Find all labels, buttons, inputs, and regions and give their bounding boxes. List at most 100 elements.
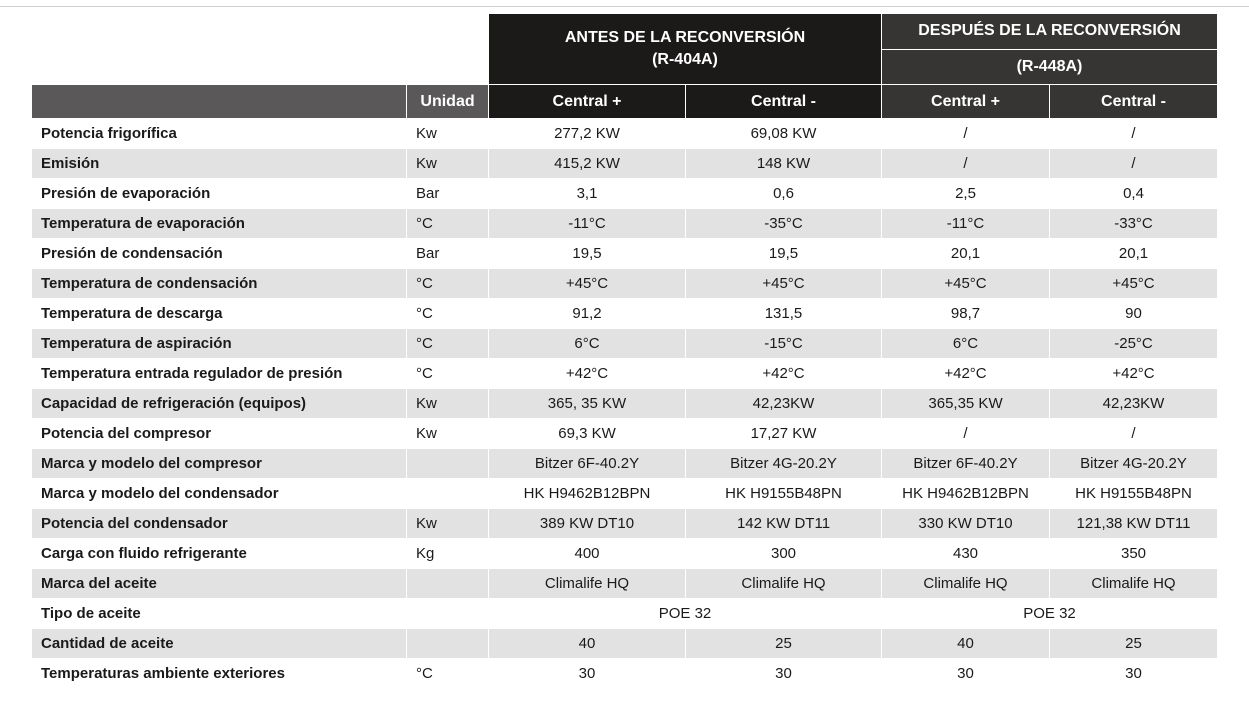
row-value: +45°C (1049, 268, 1218, 299)
table-row: Marca del aceite Climalife HQ Climalife HQ… (31, 568, 1218, 599)
row-value-merged: POE 32 (881, 598, 1218, 629)
row-value: 142 KW DT11 (685, 508, 882, 539)
row-value: -33°C (1049, 208, 1218, 239)
row-unit: Kw (406, 508, 489, 539)
row-unit: °C (406, 208, 489, 239)
table-row: Temperaturas ambiente exteriores °C 30 30 30… (31, 658, 1218, 689)
row-label: Potencia del condensador (31, 508, 407, 539)
table-row: Potencia del condensador Kw 389 KW DT10 142… (31, 508, 1218, 539)
row-value: +42°C (685, 358, 882, 389)
row-value: Climalife HQ (488, 568, 686, 599)
row-value: / (881, 148, 1050, 179)
row-unit: Bar (406, 238, 489, 269)
top-divider (0, 6, 1249, 7)
row-value: +42°C (1049, 358, 1218, 389)
header-after-refrigerant: (R-448A) (881, 48, 1218, 85)
row-value: 42,23KW (1049, 388, 1218, 419)
row-label: Emisión (31, 148, 407, 179)
row-label: Cantidad de aceite (31, 628, 407, 659)
row-value: 430 (881, 538, 1050, 569)
header-label-cell (31, 84, 407, 119)
header-before: ANTES DE LA RECONVERSIÓN (R-404A) (488, 13, 882, 85)
row-unit: Kw (406, 388, 489, 419)
table-row: Emisión Kw 415,2 KW 148 KW / / (31, 148, 1218, 179)
row-label: Temperatura de descarga (31, 298, 407, 329)
header-col-before-plus: Central + (488, 84, 686, 119)
row-unit: Kg (406, 538, 489, 569)
table-row: Potencia del compresor Kw 69,3 KW 17,27 KW /… (31, 418, 1218, 449)
header-after-title: DESPUÉS DE LA RECONVERSIÓN (881, 13, 1218, 50)
row-value: 0,4 (1049, 178, 1218, 209)
row-value: Climalife HQ (685, 568, 882, 599)
row-value: 90 (1049, 298, 1218, 329)
header-col-before-minus: Central - (685, 84, 882, 119)
row-label: Temperatura de condensación (31, 268, 407, 299)
row-label: Carga con fluido refrigerante (31, 538, 407, 569)
header-blank (31, 13, 489, 85)
row-value: 40 (488, 628, 686, 659)
row-value: Bitzer 6F-40.2Y (488, 448, 686, 479)
row-unit: Kw (406, 418, 489, 449)
row-label: Marca y modelo del compresor (31, 448, 407, 479)
row-value: 365,35 KW (881, 388, 1050, 419)
row-value: 30 (488, 658, 686, 689)
row-value: / (1049, 118, 1218, 149)
row-value: -15°C (685, 328, 882, 359)
table-row: Cantidad de aceite 40 25 40 25 (31, 628, 1218, 659)
row-value: 148 KW (685, 148, 882, 179)
row-value-merged: POE 32 (488, 598, 882, 629)
row-unit: °C (406, 328, 489, 359)
row-value: +45°C (881, 268, 1050, 299)
row-value: 20,1 (1049, 238, 1218, 269)
table-row: Temperatura de descarga °C 91,2 131,5 98,7 90 (31, 298, 1218, 329)
row-value: 131,5 (685, 298, 882, 329)
table-row: Carga con fluido refrigerante Kg 400 300 430… (31, 538, 1218, 569)
table-row: Presión de condensación Bar 19,5 19,5 20,1 20… (31, 238, 1218, 269)
row-value: 6°C (488, 328, 686, 359)
row-value: -35°C (685, 208, 882, 239)
row-value: 30 (881, 658, 1050, 689)
row-value: +45°C (488, 268, 686, 299)
row-label: Tipo de aceite (31, 598, 407, 629)
row-unit (406, 448, 489, 479)
row-unit: Bar (406, 178, 489, 209)
row-value: HK H9155B48PN (685, 478, 882, 509)
row-value: HK H9462B12BPN (881, 478, 1050, 509)
row-value: +45°C (685, 268, 882, 299)
row-value: Climalife HQ (1049, 568, 1218, 599)
row-label: Temperatura entrada regulador de presión (31, 358, 407, 389)
row-label: Presión de condensación (31, 238, 407, 269)
table-row: Marca y modelo del compresor Bitzer 6F-40… (31, 448, 1218, 479)
row-value: 300 (685, 538, 882, 569)
row-value: 121,38 KW DT11 (1049, 508, 1218, 539)
row-value: 330 KW DT10 (881, 508, 1050, 539)
row-value: 0,6 (685, 178, 882, 209)
table-row: Capacidad de refrigeración (equipos) Kw 36… (31, 388, 1218, 419)
row-value: 91,2 (488, 298, 686, 329)
row-value: 389 KW DT10 (488, 508, 686, 539)
row-value: 25 (1049, 628, 1218, 659)
table-row: Temperatura de condensación °C +45°C +45°C +… (31, 268, 1218, 299)
row-unit: °C (406, 658, 489, 689)
row-unit: °C (406, 298, 489, 329)
row-label: Potencia del compresor (31, 418, 407, 449)
table-row: Potencia frigorífica Kw 277,2 KW 69,08 KW / / (31, 118, 1218, 149)
row-value: Climalife HQ (881, 568, 1050, 599)
row-unit: °C (406, 358, 489, 389)
row-unit: Kw (406, 118, 489, 149)
row-value: 350 (1049, 538, 1218, 569)
row-unit: °C (406, 268, 489, 299)
row-value: 3,1 (488, 178, 686, 209)
header-col-after-minus: Central - (1049, 84, 1218, 119)
row-value: Bitzer 4G-20.2Y (685, 448, 882, 479)
row-value: 20,1 (881, 238, 1050, 269)
row-value: / (881, 418, 1050, 449)
row-value: HK H9462B12BPN (488, 478, 686, 509)
row-unit: Kw (406, 148, 489, 179)
table-row: Temperatura de aspiración °C 6°C -15°C 6°C -2… (31, 328, 1218, 359)
row-value: 19,5 (685, 238, 882, 269)
row-value: / (881, 118, 1050, 149)
row-label: Temperatura de evaporación (31, 208, 407, 239)
header-col-after-plus: Central + (881, 84, 1050, 119)
row-value: +42°C (488, 358, 686, 389)
